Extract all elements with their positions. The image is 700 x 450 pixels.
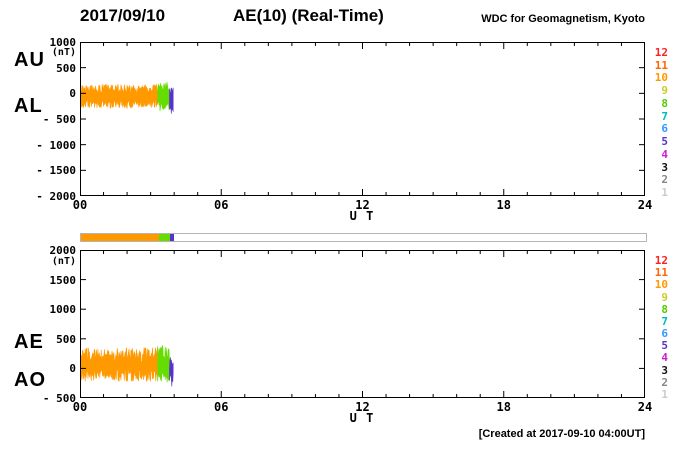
availability-segment	[170, 234, 175, 241]
au-al-panel	[80, 42, 645, 196]
x-tick-label: 18	[496, 198, 511, 212]
y-tick-label: 0	[69, 362, 76, 376]
x-tick-label: 24	[637, 198, 653, 212]
legend-station-count: 4	[661, 147, 668, 161]
ae-ao-panel	[80, 250, 645, 398]
index-label-ae: AE	[14, 331, 44, 353]
legend-station-count: 9	[661, 84, 668, 98]
ut-axis-label-bottom: U T	[349, 411, 375, 425]
plot-date: 2017/09/10	[80, 6, 166, 25]
data-band	[157, 345, 170, 383]
legend-station-count: 12	[654, 46, 668, 59]
legend-station-count: 1	[661, 186, 668, 199]
legend-station-count: 10	[654, 71, 668, 85]
legend-station-count: 7	[661, 109, 668, 123]
station-count-legend-top: 12 11 10 9 8 7 6 5 4 3 2 1	[649, 42, 668, 199]
legend-station-count: 8	[661, 302, 668, 316]
x-tick-label: 12	[355, 198, 370, 212]
plot-title: AE(10) (Real-Time)	[233, 6, 384, 25]
availability-segment	[158, 234, 171, 241]
station-count-legend-bottom: 12 11 10 9 8 7 6 5 4 3 2 1	[649, 250, 668, 401]
data-band	[157, 82, 170, 112]
x-tick-label: 12	[355, 400, 370, 414]
data-band	[80, 347, 158, 382]
index-label-al: AL	[14, 95, 43, 117]
y-tick-label: 500	[56, 332, 76, 346]
legend-station-count: 12	[654, 254, 668, 267]
y-tick-label: - 1000	[36, 138, 76, 152]
legend-station-count: 1	[661, 388, 668, 401]
ae-ao-plot-svg	[80, 250, 645, 398]
data-source-label: WDC for Geomagnetism, Kyoto	[481, 13, 645, 25]
legend-station-count: 4	[661, 351, 668, 365]
au-al-plot-svg	[80, 42, 645, 196]
legend-station-count: 8	[661, 96, 668, 110]
legend-station-count: 6	[661, 122, 668, 136]
x-tick-label: 24	[637, 400, 653, 414]
y-tick-label: 500	[56, 61, 76, 75]
y-tick-label: - 2000	[36, 190, 76, 203]
legend-station-count: 3	[661, 160, 668, 174]
data-availability-bar	[80, 233, 647, 242]
data-band	[80, 83, 158, 109]
legend-station-count: 2	[661, 375, 668, 389]
legend-station-count: 6	[661, 327, 668, 341]
legend-station-count: 2	[661, 173, 668, 187]
created-timestamp: [Created at 2017-09-10 04:00UT]	[478, 428, 645, 440]
legend-station-count: 10	[654, 278, 668, 292]
legend-station-count: 5	[661, 339, 668, 353]
y-tick-label: - 500	[42, 392, 76, 405]
x-tick-label: 06	[214, 400, 229, 414]
data-band	[169, 357, 174, 387]
y-tick-label: - 1500	[36, 164, 76, 178]
index-label-au: AU	[14, 49, 45, 71]
x-tick-label: 06	[214, 198, 229, 212]
x-tick-label: 00	[72, 198, 88, 212]
y-tick-label: 1500	[49, 273, 77, 287]
y-tick-label: 1000	[49, 303, 77, 317]
availability-segment	[81, 234, 159, 241]
x-tick-label: 00	[72, 400, 88, 414]
legend-station-count: 5	[661, 135, 668, 149]
legend-station-count: 7	[661, 314, 668, 328]
y-tick-label: 2000	[49, 244, 77, 257]
data-band	[169, 87, 174, 114]
y-tick-label: - 500	[42, 113, 76, 126]
y-axis-unit-top: (nT)	[51, 47, 76, 58]
plot-frame	[80, 42, 645, 196]
legend-station-count: 9	[661, 290, 668, 304]
y-tick-label: 0	[69, 87, 76, 101]
legend-station-count: 11	[654, 266, 668, 280]
legend-station-count: 11	[654, 58, 668, 72]
index-label-ao: AO	[14, 369, 46, 391]
plot-frame	[80, 250, 645, 398]
legend-station-count: 3	[661, 363, 668, 377]
y-axis-unit-bottom: (nT)	[51, 256, 76, 267]
y-tick-label: 1000	[49, 36, 77, 49]
ut-axis-label-top: U T	[349, 209, 375, 223]
x-tick-label: 18	[496, 400, 511, 414]
